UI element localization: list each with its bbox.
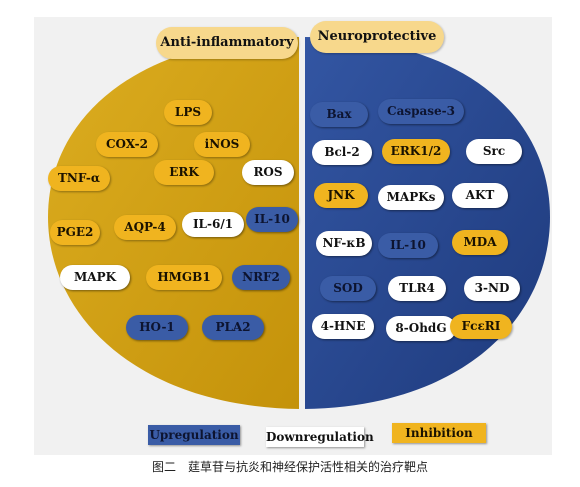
- target-ho-1: HO-1: [126, 315, 188, 340]
- target-jnk: JNK: [314, 183, 368, 208]
- target-mapks: MAPKs: [378, 185, 444, 210]
- target-ros: ROS: [242, 160, 294, 185]
- target-mapk: MAPK: [60, 265, 130, 290]
- diagram-panel: Anti-inflammatory Neuroprotective LPS CO…: [34, 17, 552, 455]
- target-erk: ERK: [154, 160, 214, 185]
- target-pla2: PLA2: [202, 315, 264, 340]
- neuroprotective-half: [304, 37, 550, 409]
- target-akt: AKT: [452, 183, 508, 208]
- target-mda: MDA: [452, 230, 508, 255]
- target-nrf2: NRF2: [232, 265, 290, 290]
- target-lps: LPS: [164, 100, 212, 125]
- target-3-nd: 3-ND: [464, 276, 520, 301]
- target-pge2: PGE2: [50, 220, 100, 245]
- target-4-hne: 4-HNE: [312, 314, 374, 339]
- legend-downregulation: Downregulation: [266, 427, 374, 447]
- target-fceri: FcεRI: [450, 314, 512, 339]
- target-caspase-3: Caspase-3: [378, 99, 464, 124]
- target-inos: iNOS: [194, 132, 250, 157]
- target-sod: SOD: [320, 276, 376, 301]
- target-nf-kb: NF-κB: [316, 231, 372, 256]
- target-il-10-right: IL-10: [378, 233, 438, 258]
- legend-inhibition: Inhibition: [392, 423, 486, 443]
- target-bcl-2: Bcl-2: [312, 140, 372, 165]
- figure-caption: 图二 莛草苷与抗炎和神经保护活性相关的治疗靶点: [151, 460, 428, 474]
- target-8-ohdg: 8-OhdG: [386, 316, 456, 341]
- legend-upregulation: Upregulation: [148, 425, 240, 445]
- target-bax: Bax: [310, 102, 368, 127]
- target-il-10-left: IL-10: [246, 207, 298, 232]
- target-cox-2: COX-2: [96, 132, 158, 157]
- target-hmgb1: HMGB1: [146, 265, 222, 290]
- target-tlr4: TLR4: [388, 276, 446, 301]
- target-src: Src: [466, 139, 522, 164]
- target-tnf-alpha: TNF-α: [48, 166, 110, 191]
- header-neuroprotective: Neuroprotective: [310, 21, 444, 53]
- target-il-6-1: IL-6/1: [182, 212, 244, 237]
- target-erk1-2: ERK1/2: [382, 139, 450, 164]
- header-anti-inflammatory: Anti-inflammatory: [156, 27, 298, 59]
- target-aqp-4: AQP-4: [114, 215, 176, 240]
- center-divider: [299, 31, 305, 411]
